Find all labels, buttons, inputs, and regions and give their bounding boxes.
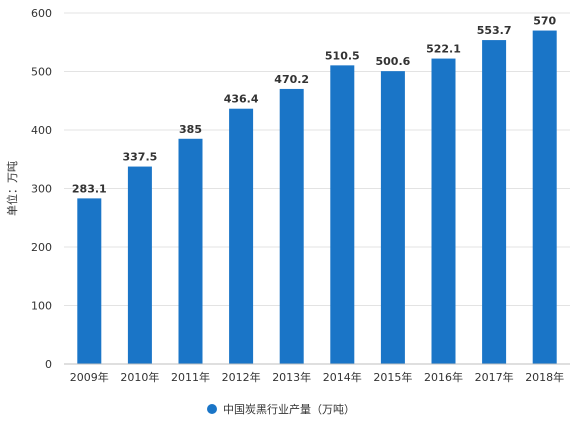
- data-label: 570: [533, 15, 556, 28]
- data-label: 470.2: [274, 73, 309, 86]
- bar: [330, 65, 355, 365]
- y-tick-label: 500: [31, 66, 52, 79]
- x-tick-label: 2015年: [373, 370, 412, 384]
- x-tick-label: 2016年: [424, 370, 463, 384]
- bar: [482, 40, 507, 364]
- x-tick-label: 2017年: [475, 370, 514, 384]
- y-tick-label: 100: [31, 300, 52, 313]
- x-tick-label: 2010年: [120, 370, 159, 384]
- bar: [178, 138, 203, 364]
- data-label: 283.1: [72, 182, 107, 195]
- y-tick-label: 400: [31, 124, 52, 137]
- x-tick-label: 2011年: [171, 370, 210, 384]
- y-tick-label: 300: [31, 183, 52, 196]
- legend-label: 中国炭黑行业产量（万吨）: [223, 402, 355, 416]
- data-label: 436.4: [224, 93, 259, 106]
- y-axis-label: 单位：万吨: [5, 161, 19, 216]
- y-tick-label: 200: [31, 241, 52, 254]
- data-label: 510.5: [325, 49, 360, 62]
- bar: [380, 71, 405, 365]
- x-tick-label: 2018年: [525, 370, 564, 384]
- x-tick-label: 2013年: [272, 370, 311, 384]
- y-tick-label: 0: [45, 358, 52, 371]
- bar: [431, 58, 456, 364]
- bar: [279, 88, 304, 365]
- x-tick-label: 2014年: [323, 370, 362, 384]
- legend: 中国炭黑行业产量（万吨）: [207, 402, 355, 416]
- data-label: 553.7: [477, 24, 512, 37]
- x-tick-label: 2012年: [222, 370, 261, 384]
- data-labels: 283.1 337.5 385 436.4 470.2 510.5 500.6 522.1 55…: [72, 15, 557, 196]
- y-axis-ticks: 0 100 200 300 400 500 600: [31, 7, 52, 371]
- data-label: 337.5: [123, 151, 158, 164]
- bar: [127, 166, 152, 364]
- legend-marker: [207, 404, 217, 414]
- bar: [77, 198, 102, 364]
- data-label: 500.6: [376, 55, 411, 68]
- x-axis-ticks: 2009年 2010年 2011年 2012年 2013年 2014年 2015年 2016年…: [70, 370, 564, 384]
- x-tick-label: 2009年: [70, 370, 109, 384]
- data-label: 385: [179, 123, 202, 136]
- bar: [532, 30, 557, 365]
- data-label: 522.1: [426, 43, 461, 56]
- y-tick-label: 600: [31, 7, 52, 20]
- bar: [229, 108, 254, 365]
- bars: [77, 30, 557, 365]
